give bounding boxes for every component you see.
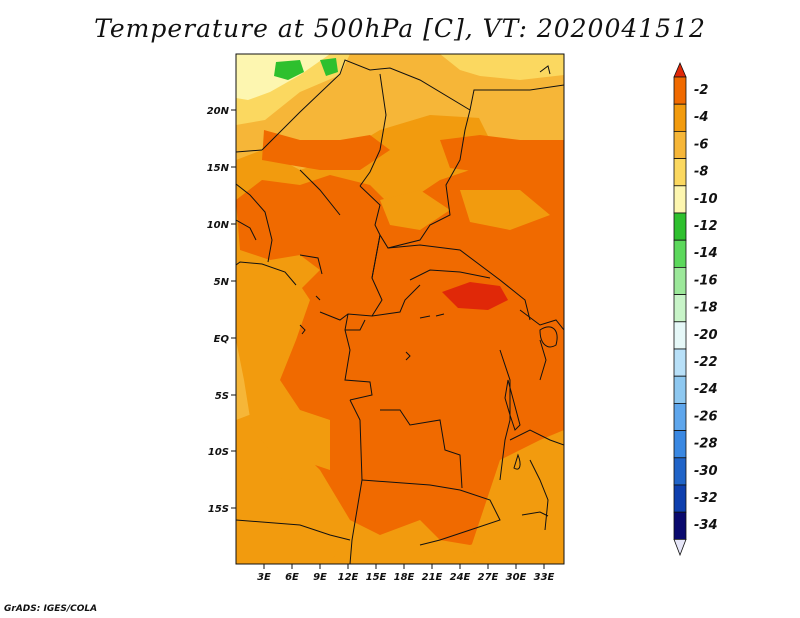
lon-label-3e: 3E xyxy=(257,572,271,583)
lat-label-5s: 5S xyxy=(215,391,229,402)
colorbar-bottom-arrow xyxy=(673,539,687,557)
lat-label-10n: 10N xyxy=(207,220,230,231)
colorbar-swatch xyxy=(673,321,687,350)
colorbar-label: -18 xyxy=(694,301,718,316)
lon-label-24e: 24E xyxy=(450,572,471,583)
colorbar-label: -24 xyxy=(694,382,718,397)
colorbar-label: -2 xyxy=(694,83,708,98)
cold-patch xyxy=(274,60,304,80)
colorbar-swatch xyxy=(673,76,687,105)
colorbar-swatch xyxy=(673,239,687,268)
colorbar-swatch xyxy=(673,430,687,459)
colorbar-label: -30 xyxy=(694,464,718,479)
latitude-axis: 20N 15N 10N 5N EQ 5S 10S 15S xyxy=(207,106,236,515)
credit-text: GrADS: IGES/COLA xyxy=(4,604,98,614)
colorbar-swatch xyxy=(673,484,687,513)
colorbar-swatch xyxy=(673,185,687,214)
lon-label-30e: 30E xyxy=(506,572,527,583)
map-title: Temperature at 500hPa [C], VT: 202004151… xyxy=(94,14,706,43)
colorbar-label: -4 xyxy=(694,110,708,125)
lon-label-15e: 15E xyxy=(366,572,387,583)
colorbar-swatch xyxy=(673,348,687,377)
lon-label-18e: 18E xyxy=(394,572,415,583)
lat-label-15n: 15N xyxy=(207,163,230,174)
lat-label-15s: 15S xyxy=(208,504,229,515)
lat-label-20n: 20N xyxy=(207,106,230,117)
lon-label-9e: 9E xyxy=(313,572,327,583)
lon-label-27e: 27E xyxy=(478,572,499,583)
lon-label-33e: 33E xyxy=(534,572,555,583)
colorbar-label: -32 xyxy=(694,491,718,506)
temperature-field xyxy=(236,54,564,564)
map-frame xyxy=(235,53,565,565)
colorbar: -2 -4 -6 -8 -10 -12 -14 -16 -18 -20 -22 … xyxy=(673,61,718,557)
colorbar-label: -14 xyxy=(694,246,718,261)
colorbar-swatch xyxy=(673,375,687,404)
colorbar-label: -8 xyxy=(694,165,708,180)
colorbar-label: -34 xyxy=(694,518,718,533)
lon-label-6e: 6E xyxy=(285,572,299,583)
colorbar-swatch xyxy=(673,103,687,132)
colorbar-label: -6 xyxy=(694,137,708,152)
longitude-axis: 3E 6E 9E 12E 15E 18E 21E 24E 27E 30E 33E xyxy=(257,564,555,583)
lon-label-21e: 21E xyxy=(422,572,443,583)
colorbar-swatch xyxy=(673,402,687,431)
lat-label-eq: EQ xyxy=(214,334,230,345)
colorbar-swatch xyxy=(673,212,687,241)
colorbar-swatch xyxy=(673,511,687,540)
colorbar-label: -20 xyxy=(694,328,718,343)
colorbar-swatch xyxy=(673,266,687,295)
colorbar-swatch xyxy=(673,158,687,187)
colorbar-swatch xyxy=(673,457,687,486)
colorbar-swatch xyxy=(673,294,687,323)
warm-patch xyxy=(442,282,508,310)
colorbar-swatch xyxy=(673,130,687,159)
lat-label-5n: 5N xyxy=(214,277,230,288)
lakes xyxy=(299,65,558,517)
colorbar-label: -26 xyxy=(694,409,718,424)
colorbar-label: -12 xyxy=(694,219,718,234)
colorbar-label: -22 xyxy=(694,355,718,370)
colorbar-top-arrow xyxy=(673,61,687,78)
colorbar-label: -16 xyxy=(694,273,718,288)
colorbar-label: -10 xyxy=(694,192,718,207)
country-borders xyxy=(236,59,564,564)
colorbar-label: -28 xyxy=(694,437,718,452)
lon-label-12e: 12E xyxy=(338,572,359,583)
lat-label-10s: 10S xyxy=(208,447,229,458)
